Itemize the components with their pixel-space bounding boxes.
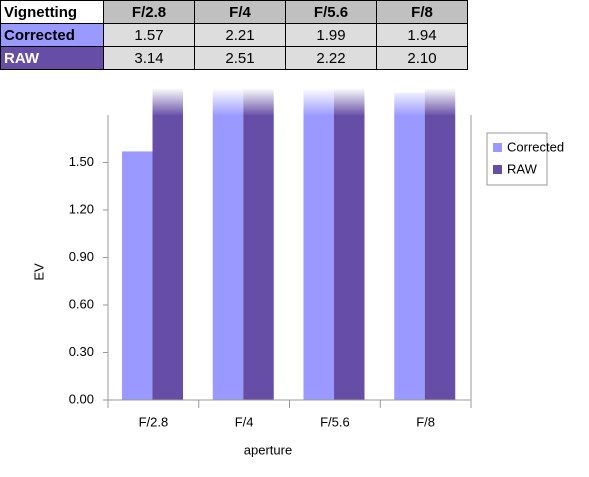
y-tick-label: 0.60 — [69, 296, 94, 311]
bars — [122, 0, 456, 401]
column-header: F/5.6 — [285, 0, 377, 24]
y-tick-label: 1.20 — [69, 201, 94, 216]
y-tick-label: 1.50 — [69, 154, 94, 169]
y-axis-title: EV — [31, 263, 46, 281]
table-cell: 1.99 — [285, 23, 377, 47]
column-header: F/8 — [376, 0, 468, 24]
x-tick-label: F/4 — [235, 414, 254, 429]
y-tick-label: 0.90 — [69, 249, 94, 264]
legend-swatch — [493, 165, 502, 174]
table-cell: 2.10 — [376, 46, 468, 70]
bar — [122, 151, 153, 400]
bar — [424, 67, 456, 400]
x-axis-title: aperture — [244, 442, 292, 457]
x-tick-label: F/8 — [416, 414, 435, 429]
legend-label: RAW — [507, 161, 538, 176]
legend-label: Corrected — [507, 139, 564, 154]
bar — [212, 50, 244, 400]
bar — [303, 84, 334, 401]
legend-swatch — [493, 143, 502, 152]
table-cell: 1.94 — [376, 23, 468, 47]
bar — [334, 48, 365, 400]
y-tick-label: 0.30 — [69, 344, 94, 359]
legend-box — [486, 132, 548, 186]
x-tick-label: F/5.6 — [320, 414, 350, 429]
table-corner: Vignetting — [0, 0, 104, 24]
bar — [243, 2, 274, 400]
x-tick-label: F/2.8 — [139, 414, 169, 429]
y-tick-label: 0.00 — [69, 391, 94, 406]
bar — [152, 0, 183, 400]
row-label: RAW — [0, 46, 104, 70]
bar — [394, 92, 425, 400]
